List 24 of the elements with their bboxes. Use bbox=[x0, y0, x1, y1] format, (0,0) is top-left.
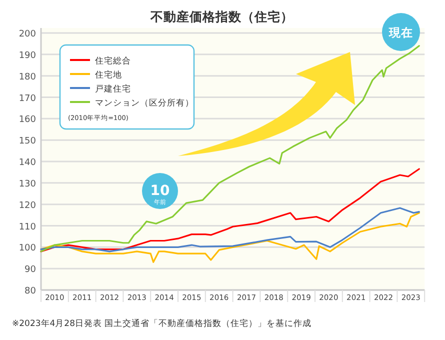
line-series bbox=[40, 212, 420, 263]
legend-label: 住宅地 bbox=[95, 70, 122, 80]
y-tick-label: 80 bbox=[24, 286, 36, 296]
text: ※2023年4月28日発表 国土交通省「不動産価格指数（住宅）」を基に作成 bbox=[12, 318, 312, 329]
y-tick-label: 170 bbox=[18, 94, 36, 104]
annotation: 10 bbox=[150, 183, 170, 199]
y-tick-label: 130 bbox=[18, 179, 36, 190]
annotation: 現在 bbox=[388, 26, 413, 40]
line-series bbox=[40, 207, 420, 252]
y-tick-label: 150 bbox=[18, 136, 36, 147]
legend-label: 戸建住宅 bbox=[95, 84, 131, 94]
y-tick-label: 180 bbox=[18, 72, 36, 82]
line-series bbox=[40, 168, 420, 252]
y-tick-label: 90 bbox=[24, 265, 36, 276]
y-tick-label: 120 bbox=[18, 200, 36, 211]
y-tick-label: 100 bbox=[18, 244, 36, 254]
chart-title: 不動産価格指数（住宅） bbox=[150, 9, 294, 24]
y-tick-label: 140 bbox=[18, 158, 36, 168]
y-tick-label: 200 bbox=[18, 30, 36, 40]
y-tick-label: 190 bbox=[18, 50, 36, 61]
y-tick-label: 160 bbox=[18, 115, 36, 126]
legend-label: マンション（区分所有） bbox=[95, 98, 194, 108]
legend-label: 住宅総合 bbox=[95, 56, 131, 66]
y-tick-label: 110 bbox=[18, 222, 36, 232]
